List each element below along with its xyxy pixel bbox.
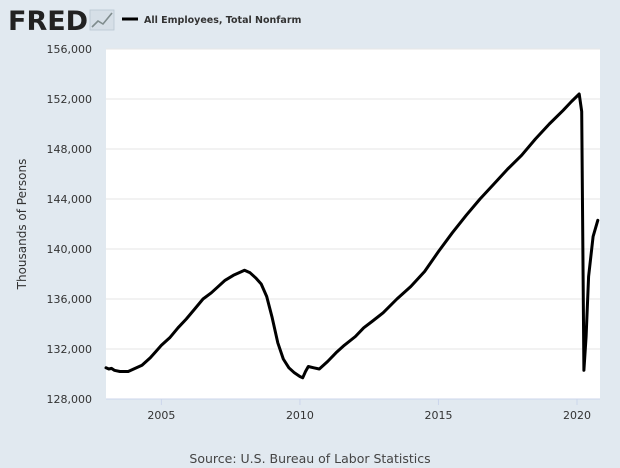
axes: 128,000 132,000 136,000 140,000 144,000 148,0…	[47, 43, 600, 422]
line-chart-icon	[89, 9, 115, 31]
series-line[interactable]	[104, 92, 600, 380]
x-tick-label: 2015	[424, 409, 452, 422]
y-tick-label: 136,000	[47, 293, 93, 306]
y-tick-label: 144,000	[47, 193, 93, 206]
y-axis-label: Thousands of Persons	[15, 159, 29, 291]
x-tick-label: 2005	[147, 409, 175, 422]
y-tick-label: 140,000	[47, 243, 93, 256]
y-tick-label: 132,000	[47, 343, 93, 356]
y-tick-label: 128,000	[47, 393, 93, 406]
y-tick-label: 156,000	[47, 43, 93, 56]
source-note[interactable]: Source: U.S. Bureau of Labor Statistics	[189, 451, 430, 466]
y-tick-label: 152,000	[47, 93, 93, 106]
x-tick-label: 2010	[286, 409, 314, 422]
x-tick-label: 2020	[563, 409, 591, 422]
plot-area	[106, 49, 600, 399]
series-layer	[104, 92, 600, 380]
legend-label[interactable]: All Employees, Total Nonfarm	[144, 15, 302, 26]
fred-logo[interactable]: FRED	[8, 6, 88, 37]
y-tick-label: 148,000	[47, 143, 93, 156]
